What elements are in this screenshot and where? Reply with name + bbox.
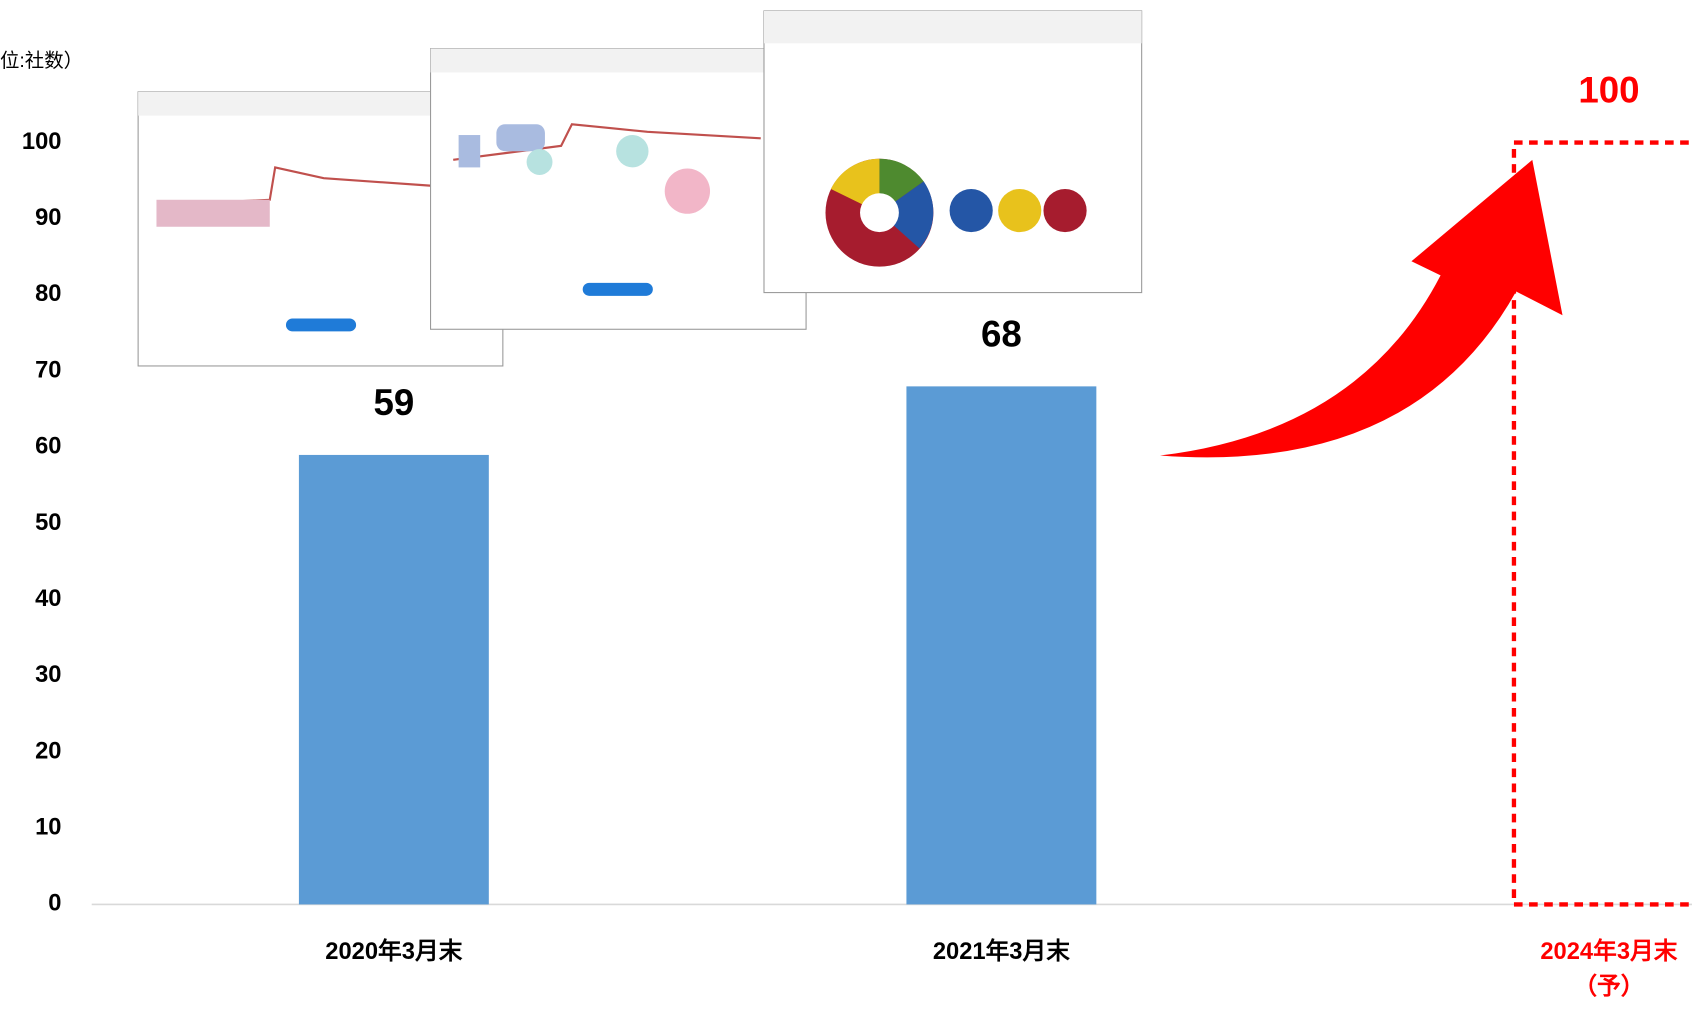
value-label: 68: [981, 313, 1022, 354]
y-tick-label: 80: [35, 281, 61, 307]
x-tick-label: 2020年3月末: [325, 937, 462, 965]
y-tick-label: 40: [35, 586, 61, 612]
bar: [1511, 140, 1692, 907]
bar: [298, 454, 489, 905]
y-tick-label: 50: [35, 510, 61, 536]
x-tick-label: 2021年3月末: [933, 937, 1070, 965]
y-tick-label: 100: [22, 129, 62, 155]
x-tick-label: 2024年3月末: [1540, 937, 1677, 965]
screenshot: [430, 48, 807, 330]
screenshot: [763, 10, 1143, 294]
y-tick-label: 70: [35, 357, 61, 383]
y-tick-label: 20: [35, 738, 61, 764]
y-tick-label: 60: [35, 434, 61, 460]
unit-label: 位:社数）: [0, 50, 83, 72]
x-tick-annotation: （予）: [1573, 973, 1644, 1000]
arrow: [1160, 159, 1563, 458]
y-tick-label: 10: [35, 815, 61, 841]
y-tick-label: 90: [35, 205, 61, 231]
bar: [906, 386, 1097, 905]
value-label: 59: [373, 382, 414, 423]
y-tick-label: 30: [35, 662, 61, 688]
value-label: 100: [1578, 70, 1639, 111]
y-tick-label: 0: [48, 891, 61, 917]
